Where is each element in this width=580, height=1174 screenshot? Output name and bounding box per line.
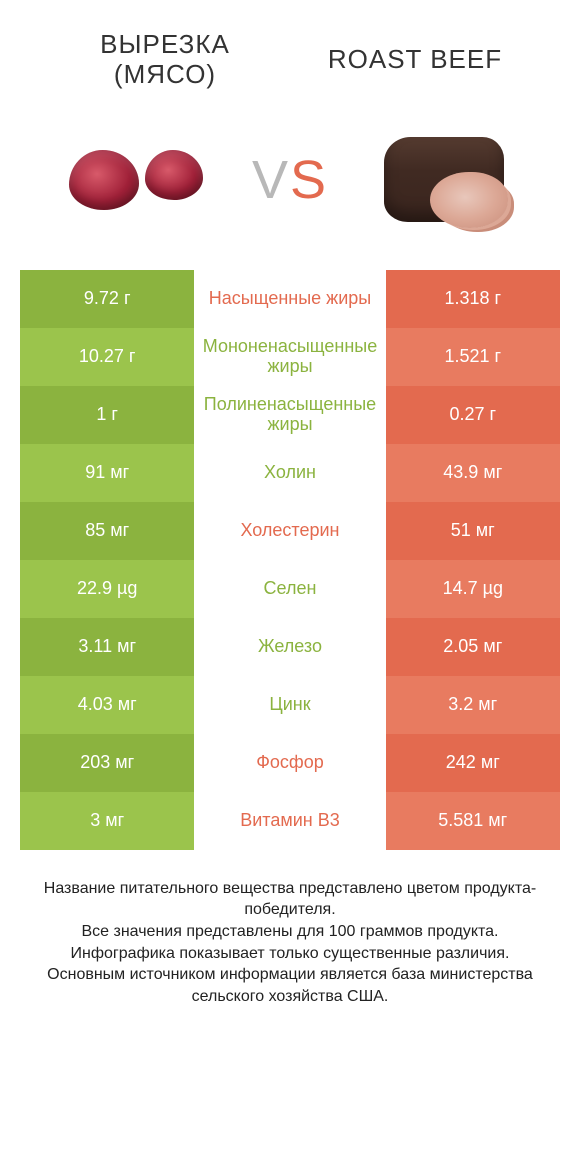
table-row: 10.27 гМононенасыщенные жиры1.521 г: [20, 328, 560, 386]
value-right: 2.05 мг: [386, 618, 560, 676]
vs-label: VS: [242, 149, 338, 211]
value-right: 43.9 мг: [386, 444, 560, 502]
infographic-container: ВЫРЕЗКА (МЯСО) ROAST BEEF VS 9.72 гНасыщ…: [0, 0, 580, 1174]
value-left: 85 мг: [20, 502, 194, 560]
nutrient-label: Витамин B3: [194, 792, 385, 850]
value-left: 203 мг: [20, 734, 194, 792]
nutrient-label: Цинк: [194, 676, 385, 734]
header-left: ВЫРЕЗКА (МЯСО): [40, 30, 290, 90]
left-title-line2: (МЯСО): [40, 60, 290, 90]
value-right: 3.2 мг: [386, 676, 560, 734]
table-row: 85 мгХолестерин51 мг: [20, 502, 560, 560]
table-row: 91 мгХолин43.9 мг: [20, 444, 560, 502]
table-row: 3 мгВитамин B35.581 мг: [20, 792, 560, 850]
value-left: 1 г: [20, 386, 194, 444]
value-left: 3.11 мг: [20, 618, 194, 676]
value-right: 5.581 мг: [386, 792, 560, 850]
vs-row: VS: [20, 90, 560, 270]
value-left: 3 мг: [20, 792, 194, 850]
right-product-image: [338, 120, 550, 240]
header-right: ROAST BEEF: [290, 45, 540, 75]
value-right: 242 мг: [386, 734, 560, 792]
table-row: 9.72 гНасыщенные жиры1.318 г: [20, 270, 560, 328]
footer-line3: Инфографика показывает только существенн…: [28, 943, 552, 965]
table-row: 1 гПолиненасыщенные жиры0.27 г: [20, 386, 560, 444]
vs-s: S: [290, 150, 328, 210]
value-right: 1.318 г: [386, 270, 560, 328]
footer: Название питательного вещества представл…: [20, 850, 560, 1016]
comparison-table: 9.72 гНасыщенные жиры1.318 г10.27 гМонон…: [20, 270, 560, 850]
value-left: 91 мг: [20, 444, 194, 502]
value-left: 22.9 µg: [20, 560, 194, 618]
value-right: 1.521 г: [386, 328, 560, 386]
footer-line1: Название питательного вещества представл…: [28, 878, 552, 921]
nutrient-label: Железо: [194, 618, 385, 676]
value-left: 10.27 г: [20, 328, 194, 386]
value-right: 14.7 µg: [386, 560, 560, 618]
right-title: ROAST BEEF: [290, 45, 540, 75]
nutrient-label: Насыщенные жиры: [194, 270, 385, 328]
nutrient-label: Полиненасыщенные жиры: [194, 386, 385, 444]
header: ВЫРЕЗКА (МЯСО) ROAST BEEF: [20, 20, 560, 90]
tenderloin-icon: [69, 150, 203, 210]
left-product-image: [30, 120, 242, 240]
footer-line4: Основным источником информации является …: [28, 964, 552, 1007]
nutrient-label: Селен: [194, 560, 385, 618]
value-right: 0.27 г: [386, 386, 560, 444]
nutrient-label: Холин: [194, 444, 385, 502]
left-title-line1: ВЫРЕЗКА: [40, 30, 290, 60]
table-row: 3.11 мгЖелезо2.05 мг: [20, 618, 560, 676]
table-row: 22.9 µgСелен14.7 µg: [20, 560, 560, 618]
value-right: 51 мг: [386, 502, 560, 560]
roast-beef-icon: [384, 137, 504, 222]
nutrient-label: Мононенасыщенные жиры: [194, 328, 385, 386]
nutrient-label: Холестерин: [194, 502, 385, 560]
table-row: 4.03 мгЦинк3.2 мг: [20, 676, 560, 734]
vs-v: V: [252, 150, 290, 210]
table-row: 203 мгФосфор242 мг: [20, 734, 560, 792]
footer-line2: Все значения представлены для 100 граммо…: [28, 921, 552, 943]
nutrient-label: Фосфор: [194, 734, 385, 792]
value-left: 9.72 г: [20, 270, 194, 328]
value-left: 4.03 мг: [20, 676, 194, 734]
